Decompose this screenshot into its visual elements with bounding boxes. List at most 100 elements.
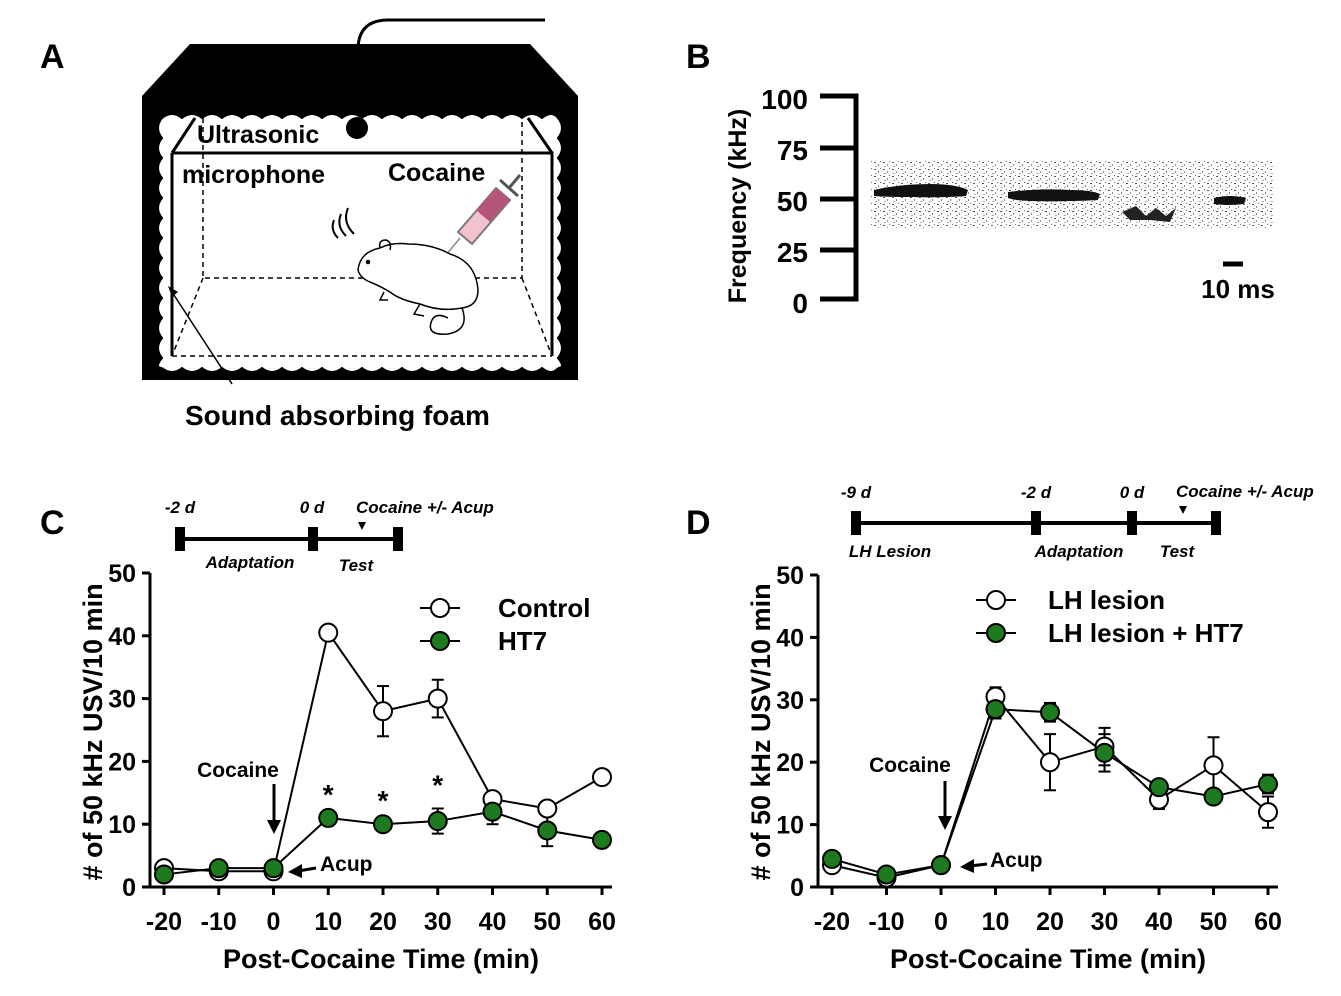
- chart-d-point-lh-lesion-ht7: [822, 848, 842, 869]
- chart-c-ytick-label: 50: [108, 560, 136, 588]
- chart-c-ytick-label: 20: [108, 748, 136, 776]
- spectrogram-ytick-75: 75: [777, 135, 808, 166]
- rat-icon: [357, 239, 479, 335]
- timeline-c-test: Test: [339, 556, 375, 575]
- timeline-d-test: Test: [1160, 542, 1196, 561]
- chart-c-point-control: [592, 767, 612, 788]
- chart-d-legend-label: LH lesion: [1048, 585, 1165, 615]
- chart-d-xtick-label: 20: [1036, 908, 1064, 936]
- chart-c-legend-label: HT7: [498, 626, 547, 656]
- chart-c-point-ht7: [263, 858, 284, 879]
- foam-bottom: [161, 366, 559, 373]
- chart-c-point-control: [318, 622, 339, 643]
- scale-bar-label: 10 ms: [1201, 274, 1275, 304]
- timeline-c-adaptation: Adaptation: [205, 553, 295, 572]
- chart-d-ytick-label: 30: [776, 687, 804, 715]
- chart-c-point-ht7: [373, 814, 393, 835]
- chamber-inner: [162, 118, 558, 368]
- timeline-c-event-marker: [358, 522, 366, 530]
- chart-d-legend-marker: [986, 623, 1006, 643]
- spectrogram-ytick-100: 100: [761, 84, 808, 115]
- chart-c-legend-marker: [430, 598, 450, 618]
- timeline-c: -2 d 0 d Cocaine +/- Acup Adaptation Tes…: [165, 498, 494, 575]
- chart-c-xtick-label: 40: [479, 908, 507, 936]
- spectrogram-image: [870, 160, 1274, 228]
- chart-c-xtick-label: 50: [533, 908, 561, 936]
- chart-c-xtick-label: 20: [369, 908, 397, 936]
- chart-d-xlabel: Post-Cocaine Time (min): [890, 944, 1206, 974]
- panel-letter-c: C: [40, 504, 65, 542]
- chart-c-legend-label: Control: [498, 593, 590, 623]
- spectrogram-ytick-50: 50: [777, 186, 808, 217]
- timeline-d-day-0: 0 d: [1120, 483, 1145, 502]
- chart-c-point-ht7: [318, 807, 339, 828]
- foam-right: [556, 117, 563, 369]
- chart-d-point-lh-lesion-ht7: [1258, 774, 1278, 795]
- panel-d: D -9 d -2 d 0 d Cocaine +/- Acup LH Lesi…: [686, 482, 1314, 974]
- chart-d-xtick-label: 60: [1254, 908, 1282, 936]
- chart-c-point-control: [427, 688, 448, 709]
- panel-a: A: [40, 18, 578, 431]
- chart-d-ytick-label: 40: [776, 624, 804, 652]
- panel-letter-a: A: [40, 38, 65, 76]
- panel-b: B Frequency (kHz) 100 75 50 25 0 10 ms: [686, 38, 1275, 319]
- timeline-c-day-minus-2: -2 d: [165, 498, 196, 517]
- chart-c-ylabel: # of 50 kHz USV/10 min: [78, 583, 108, 880]
- chart-c-significance-star: *: [432, 770, 443, 801]
- timeline-d-day-minus-9: -9 d: [841, 483, 872, 502]
- chart-d-point-lh-lesion-ht7: [931, 855, 951, 876]
- chart-c-point-ht7: [482, 801, 503, 822]
- chart-d-xtick-label: 10: [982, 908, 1010, 936]
- timeline-d-event: Cocaine +/- Acup: [1176, 482, 1314, 501]
- timeline-c-day-0: 0 d: [300, 498, 325, 517]
- chart-c-xlabel: Post-Cocaine Time (min): [223, 944, 539, 974]
- chart-c-ytick-label: 10: [108, 811, 136, 839]
- chart-d-legend-label: LH lesion + HT7: [1048, 618, 1244, 648]
- chart-c-point-ht7: [427, 811, 448, 832]
- chart-c-xtick-label: 30: [424, 908, 452, 936]
- timeline-d: -9 d -2 d 0 d Cocaine +/- Acup LH Lesion…: [841, 482, 1314, 561]
- chart-c: 0 10 20 30 40 50 -20 -10 0 10 20 30 40 50 60 Post-Cocai…: [78, 560, 616, 974]
- chart-c-point-ht7: [537, 820, 558, 841]
- chart-d-xtick-label: 0: [934, 908, 948, 936]
- label-cocaine: Cocaine: [388, 159, 485, 187]
- chart-d-legend-marker: [986, 590, 1006, 610]
- chart-d-point-lh-lesion-ht7: [1094, 742, 1115, 763]
- chart-d-point-lh-lesion: [1203, 755, 1224, 776]
- chart-c-xtick-label: 0: [267, 908, 281, 936]
- foam-pointer: [171, 291, 233, 385]
- chart-d-cocaine-label: Cocaine: [869, 754, 951, 777]
- timeline-d-adaptation: Adaptation: [1034, 542, 1124, 561]
- chart-d-xtick-label: -20: [814, 908, 850, 936]
- chart-d-point-lh-lesion-ht7: [1149, 777, 1169, 798]
- spectrogram-ytick-0: 0: [792, 288, 808, 319]
- chart-c-xtick-label: 10: [314, 908, 342, 936]
- chart-d-ytick-label: 50: [776, 562, 804, 590]
- chart-d-ylabel: # of 50 kHz USV/10 min: [746, 583, 776, 880]
- chart-c-ytick-label: 40: [108, 623, 136, 651]
- chart-d-acup-label: Acup: [990, 849, 1043, 872]
- timeline-d-event-marker: [1179, 506, 1187, 514]
- spectrogram-ylabel: Frequency (kHz): [724, 109, 752, 303]
- chart-c-series-line-0: [163, 630, 603, 873]
- chart-d-point-lh-lesion-ht7: [1203, 786, 1224, 807]
- panel-letter-d: D: [686, 504, 711, 542]
- chart-d-point-lh-lesion: [1258, 802, 1278, 823]
- chart-c-xtick-label: 60: [588, 908, 616, 936]
- syringe-icon: [431, 174, 522, 273]
- chart-d-xtick-label: -10: [868, 908, 904, 936]
- chart-c-significance-star: *: [323, 779, 334, 810]
- chart-c-legend-marker: [430, 631, 450, 651]
- label-sound-absorbing-foam: Sound absorbing foam: [185, 400, 490, 431]
- chart-d-point-lh-lesion: [1040, 752, 1060, 773]
- chart-c-cocaine-label: Cocaine: [197, 759, 279, 782]
- chart-d-point-lh-lesion-ht7: [1040, 702, 1060, 723]
- chart-d-xtick-label: 40: [1145, 908, 1173, 936]
- foam-left: [157, 117, 164, 369]
- timeline-d-day-minus-2: -2 d: [1021, 483, 1052, 502]
- chart-c-ytick-label: 0: [122, 874, 136, 902]
- chart-c-point-control: [373, 701, 393, 722]
- chart-c-xtick-label: -10: [201, 908, 237, 936]
- timeline-c-event: Cocaine +/- Acup: [356, 498, 494, 517]
